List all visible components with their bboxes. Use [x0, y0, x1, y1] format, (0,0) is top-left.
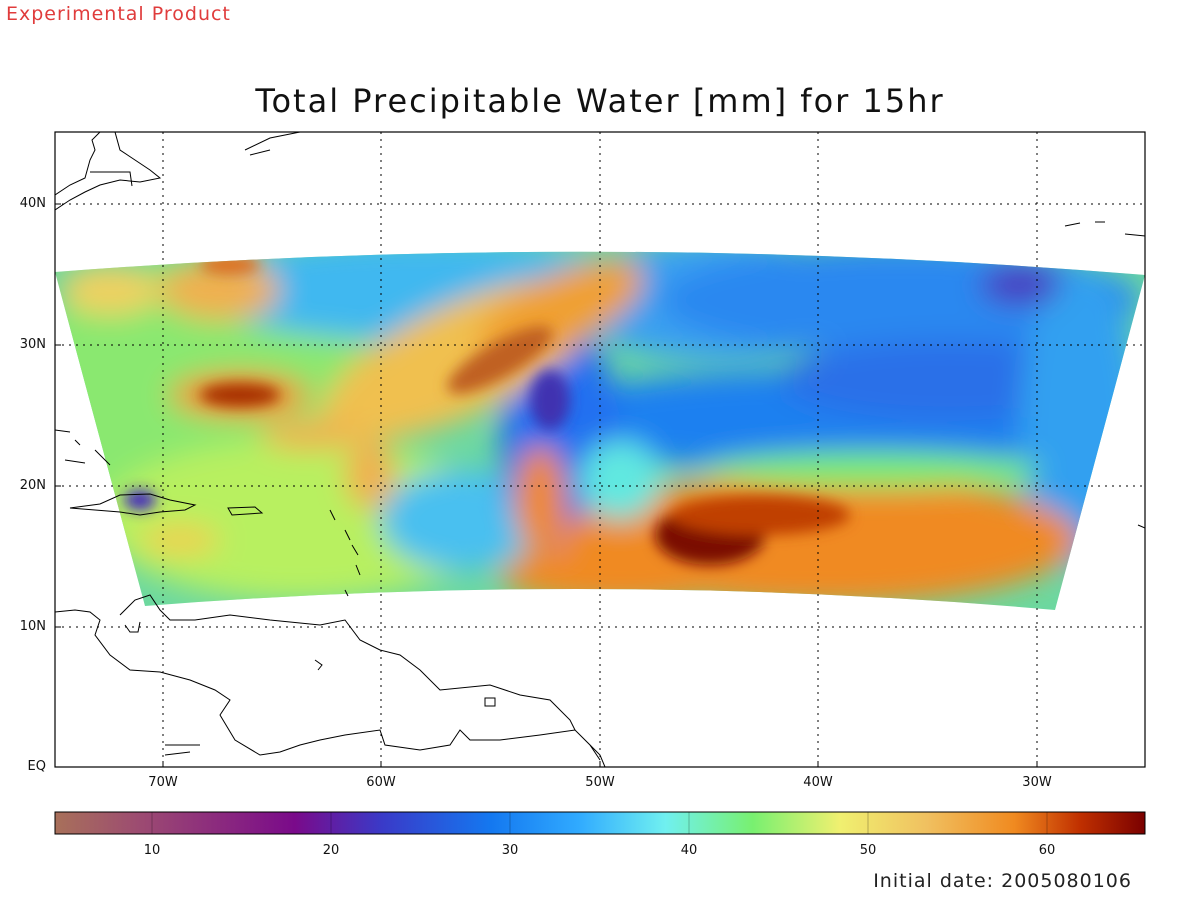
map-title: Total Precipitable Water [mm] for 15hr: [255, 82, 945, 120]
lon-label-60w: 60W: [366, 775, 396, 790]
colorbar-ticks: [151, 812, 1048, 834]
graticule: [55, 132, 1145, 767]
colorbar: [54, 811, 1146, 835]
lat-label-eq: EQ: [27, 759, 46, 774]
experimental-product-label: Experimental Product: [6, 3, 231, 25]
axis-ticks: [55, 203, 1038, 767]
lat-label-20n: 20N: [19, 478, 46, 493]
lon-label-50w: 50W: [585, 775, 615, 790]
lat-label-30n: 30N: [19, 337, 46, 352]
lon-label-40w: 40W: [803, 775, 833, 790]
colorbar-label-50: 50: [859, 843, 877, 858]
colorbar-label-60: 60: [1038, 843, 1056, 858]
lon-label-30w: 30W: [1022, 775, 1052, 790]
colorbar-label-40: 40: [680, 843, 698, 858]
lat-label-40n: 40N: [19, 196, 46, 211]
initial-date-label: Initial date: 2005080106: [873, 870, 1132, 892]
coastlines: [55, 132, 1145, 767]
lat-label-10n: 10N: [19, 619, 46, 634]
lon-label-70w: 70W: [148, 775, 178, 790]
colorbar-label-20: 20: [322, 843, 340, 858]
colorbar-label-10: 10: [143, 843, 161, 858]
precipitable-water-field: [55, 251, 1145, 611]
colorbar-label-30: 30: [501, 843, 519, 858]
